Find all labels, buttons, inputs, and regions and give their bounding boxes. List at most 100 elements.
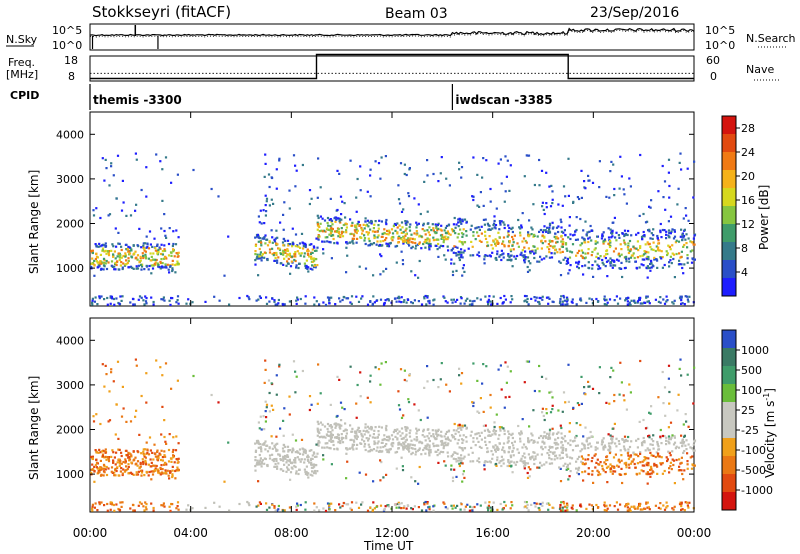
velocity-cell [521, 446, 524, 449]
power-cell [331, 223, 334, 226]
power-cell [661, 256, 664, 259]
power-cell [489, 187, 492, 191]
power-cell [592, 275, 595, 278]
velocity-cell [663, 386, 667, 389]
velocity-cell [442, 447, 445, 450]
power-cell [503, 200, 506, 203]
velocity-cell [508, 446, 511, 449]
power-cell [581, 236, 584, 239]
velocity-cell [547, 437, 550, 440]
velocity-cell [690, 447, 693, 450]
power-cell [176, 299, 179, 302]
power-cell [545, 206, 548, 209]
power-cell [426, 222, 429, 225]
power-cell [121, 266, 124, 269]
power-cell [99, 262, 102, 265]
velocity-cell [283, 457, 286, 460]
velocity-cell [484, 460, 487, 463]
power-cell [633, 256, 636, 260]
velocity-cell [639, 452, 642, 455]
power-cell [559, 303, 563, 306]
power-cell [643, 250, 646, 253]
velocity-cell [458, 374, 461, 377]
power-cell [575, 254, 578, 257]
power-cell [609, 240, 612, 243]
power-cell [533, 296, 536, 299]
power-cell [630, 299, 633, 302]
power-cell [556, 251, 559, 254]
velocity-cell [609, 446, 612, 449]
velocity-cell [464, 505, 467, 508]
velocity-cell [163, 450, 166, 453]
power-cell [625, 260, 628, 263]
power-cell [653, 256, 656, 259]
power-cell [103, 250, 106, 253]
velocity-cell [648, 434, 651, 437]
power-cell [120, 245, 123, 248]
velocity-cell [648, 411, 651, 414]
power-cell [676, 203, 679, 206]
velocity-cell [445, 438, 448, 441]
power-cell [414, 274, 417, 277]
power-cell [223, 274, 226, 277]
power-cell [238, 296, 241, 300]
power-cell [540, 258, 543, 261]
velocity-cell [393, 503, 397, 506]
colorbar-tick-label: -500 [741, 464, 766, 477]
velocity-cell [500, 464, 503, 468]
power-cell [686, 261, 689, 264]
velocity-cell [152, 464, 155, 467]
velocity-cell [406, 426, 409, 429]
velocity-cell [303, 461, 306, 464]
velocity-cell [352, 439, 355, 442]
power-cell [426, 210, 429, 213]
power-cell [567, 272, 570, 275]
power-cell [90, 249, 93, 252]
velocity-cell [135, 409, 138, 412]
power-cell [413, 238, 416, 241]
power-cell [293, 258, 296, 262]
power-cell [596, 241, 599, 244]
power-cell [116, 255, 119, 258]
velocity-cell [572, 406, 575, 409]
velocity-cell [345, 447, 348, 450]
velocity-cell [176, 501, 180, 504]
power-cell [480, 225, 483, 228]
velocity-cell [503, 406, 506, 409]
power-cell [375, 243, 378, 246]
velocity-cell [302, 451, 306, 454]
velocity-cell [425, 447, 428, 451]
velocity-cell [550, 390, 553, 393]
velocity-cell [417, 409, 420, 412]
velocity-cell [510, 501, 513, 504]
power-cell [615, 239, 618, 242]
power-cell [649, 206, 652, 209]
power-cell [606, 275, 609, 278]
power-cell [260, 241, 263, 244]
power-cell [486, 244, 490, 247]
power-cell [445, 224, 449, 228]
power-cell [386, 298, 389, 301]
power-cell [395, 261, 398, 264]
power-cell [352, 233, 355, 236]
power-cell [620, 261, 623, 264]
power-cell [329, 241, 332, 244]
power-cell [596, 263, 599, 266]
power-cell [349, 241, 352, 244]
velocity-cell [414, 480, 417, 483]
power-cell [90, 265, 93, 268]
velocity-cell [582, 443, 585, 446]
power-cell [257, 257, 260, 260]
velocity-cell [313, 509, 316, 512]
velocity-cell [143, 455, 146, 458]
power-cell [369, 168, 372, 171]
power-cell [396, 296, 399, 300]
velocity-cell [142, 505, 145, 508]
power-cell [368, 244, 371, 247]
velocity-cell [376, 436, 379, 439]
velocity-cell [135, 364, 138, 367]
velocity-cell [355, 430, 358, 433]
velocity-cell [610, 467, 613, 470]
velocity-cell [104, 451, 107, 454]
velocity-cell [397, 447, 400, 450]
